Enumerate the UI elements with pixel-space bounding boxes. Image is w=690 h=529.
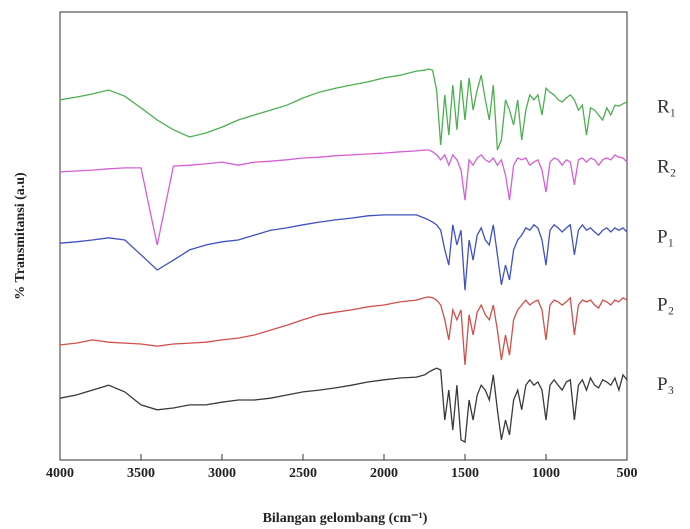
legend-label: P₃	[657, 374, 674, 395]
spectrum-line	[59, 214, 628, 291]
spectrum-line	[59, 296, 628, 366]
legend-label: P₁	[657, 226, 674, 247]
legend-label: P₂	[657, 294, 674, 315]
y-axis-label: % Transmitansi (a.u)	[13, 172, 28, 300]
plot-frame	[59, 11, 628, 461]
legend-label: R₁	[657, 96, 676, 117]
x-tick-label: 4000	[46, 466, 74, 481]
legend-label: R₂	[657, 156, 676, 177]
x-tick-label: 1000	[532, 466, 560, 481]
spectrum-line	[59, 367, 628, 444]
x-tick-label: 500	[617, 466, 638, 481]
x-tick-label: 2500	[289, 466, 317, 481]
x-axis-label: Bilangan gelombang (cm⁻¹)	[263, 511, 428, 526]
x-tick-label: 2000	[370, 466, 398, 481]
spectrum-line	[59, 149, 628, 246]
x-tick-label: 3000	[208, 466, 236, 481]
x-tick-label: 3500	[127, 466, 155, 481]
spectrum-line	[59, 68, 628, 151]
x-tick-label: 1500	[451, 466, 479, 481]
